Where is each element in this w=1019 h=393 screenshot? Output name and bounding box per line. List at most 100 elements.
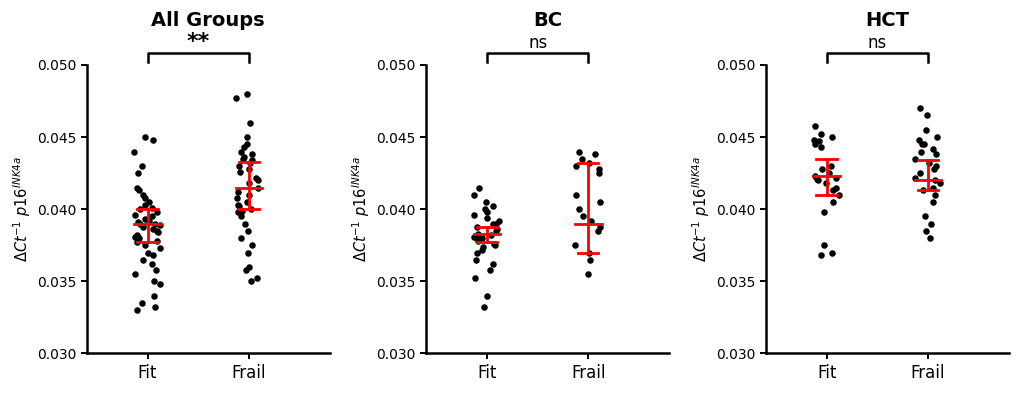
Point — [230, 163, 247, 169]
Point — [147, 220, 163, 227]
Point — [474, 235, 490, 241]
Point — [242, 160, 258, 166]
Point — [466, 212, 482, 218]
Point — [489, 226, 505, 233]
Point — [481, 267, 497, 273]
Point — [926, 192, 943, 198]
Point — [135, 223, 151, 230]
Point — [484, 220, 500, 227]
Point — [229, 195, 246, 201]
Point — [567, 163, 583, 169]
Point — [476, 206, 492, 212]
Point — [591, 166, 607, 172]
Point — [234, 156, 251, 162]
Point — [138, 242, 154, 248]
Point — [906, 156, 922, 162]
Point — [236, 220, 253, 227]
Point — [230, 209, 247, 215]
Point — [574, 213, 590, 220]
Point — [127, 233, 144, 240]
Point — [242, 119, 258, 126]
Point — [248, 174, 264, 181]
Point — [250, 177, 266, 184]
Point — [137, 195, 153, 201]
Point — [152, 222, 168, 228]
Point — [926, 177, 943, 184]
Point — [592, 199, 608, 205]
Point — [927, 151, 944, 158]
Point — [484, 203, 500, 209]
Point — [475, 244, 491, 250]
Point — [910, 137, 926, 143]
Point — [820, 170, 837, 176]
Point — [141, 218, 157, 224]
Point — [824, 187, 841, 194]
Point — [827, 174, 844, 181]
Point — [126, 271, 143, 277]
Point — [806, 123, 822, 129]
Point — [145, 252, 161, 259]
Point — [235, 154, 252, 160]
Point — [830, 192, 847, 198]
Point — [916, 213, 932, 220]
Point — [129, 219, 146, 225]
Point — [250, 184, 266, 191]
Point — [571, 149, 587, 155]
Point — [568, 192, 584, 198]
Point — [809, 177, 825, 184]
Point — [232, 169, 249, 175]
Point — [233, 213, 250, 220]
Point — [922, 220, 938, 227]
Point — [924, 199, 941, 205]
Point — [490, 218, 506, 224]
Point — [130, 170, 147, 176]
Point — [906, 174, 922, 181]
Point — [232, 235, 249, 241]
Point — [812, 144, 828, 151]
Point — [138, 216, 154, 222]
Point — [470, 238, 486, 244]
Point — [470, 231, 486, 237]
Point — [141, 199, 157, 205]
Point — [131, 206, 148, 212]
Point — [128, 232, 145, 238]
Point — [147, 304, 163, 310]
Point — [128, 307, 145, 313]
Y-axis label: $\Delta$Ct$^{-1}$ $p16^{INK4a}$: $\Delta$Ct$^{-1}$ $p16^{INK4a}$ — [351, 156, 372, 262]
Point — [228, 95, 245, 101]
Point — [128, 239, 145, 246]
Point — [920, 160, 936, 166]
Point — [924, 145, 941, 152]
Point — [145, 137, 161, 143]
Point — [586, 151, 602, 158]
Point — [140, 250, 156, 256]
Point — [567, 242, 583, 248]
Point — [144, 213, 160, 220]
Title: BC: BC — [533, 11, 561, 30]
Point — [128, 184, 145, 191]
Point — [827, 184, 844, 191]
Point — [823, 250, 840, 256]
Point — [823, 134, 840, 140]
Point — [238, 141, 255, 147]
Point — [152, 281, 168, 287]
Point — [488, 220, 504, 227]
Point — [238, 134, 255, 140]
Point — [911, 170, 927, 176]
Point — [921, 235, 937, 241]
Point — [810, 138, 826, 145]
Point — [466, 192, 482, 198]
Point — [589, 228, 605, 234]
Point — [130, 235, 147, 241]
Point — [930, 180, 947, 186]
Point — [478, 293, 494, 299]
Point — [145, 226, 161, 233]
Point — [482, 232, 498, 238]
Text: ns: ns — [528, 34, 547, 52]
Point — [237, 267, 254, 273]
Point — [232, 149, 249, 155]
Point — [917, 228, 933, 234]
Point — [583, 218, 599, 224]
Point — [149, 209, 165, 215]
Point — [469, 235, 485, 241]
